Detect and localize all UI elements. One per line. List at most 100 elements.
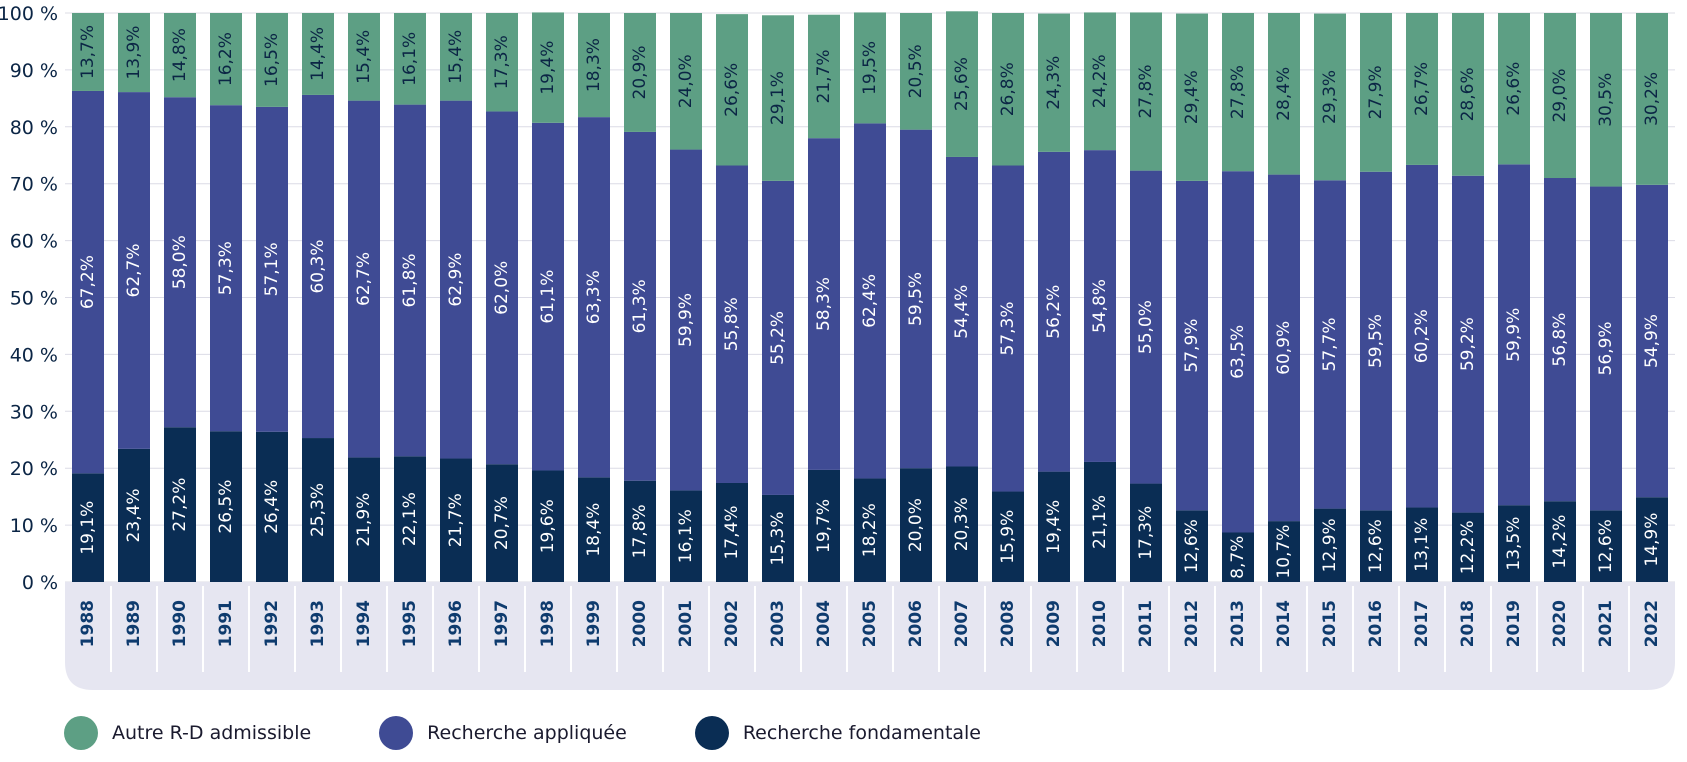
data-label: 56,9% <box>1596 321 1616 375</box>
bar-segment <box>1084 150 1116 462</box>
bar-segment <box>1544 501 1576 582</box>
data-label: 57,1% <box>262 242 282 296</box>
bar-segment <box>72 90 104 474</box>
bar-segment <box>164 97 196 428</box>
bar-segment <box>716 165 748 483</box>
x-axis-band <box>65 582 1675 690</box>
bar-segment <box>118 13 150 93</box>
stacked-bar-chart: 0 % 10 % 20 % 30 % 40 % 50 % 60 % 70 % 80 % 90 % 1… <box>0 3 1675 690</box>
bar-segment <box>440 13 472 101</box>
x-tick-label: 2018 <box>1458 600 1478 647</box>
bars <box>72 11 1668 582</box>
data-label: 17,3% <box>492 35 512 89</box>
data-label: 28,4% <box>1274 67 1294 121</box>
bar-segment <box>992 165 1024 492</box>
data-label: 12,6% <box>1182 519 1202 573</box>
bar-segment <box>624 131 656 481</box>
x-axis: 1988 1989 1990 1991 1992 1993 1994 1995 1996 1997… <box>78 600 1662 647</box>
data-label: 12,6% <box>1596 519 1616 573</box>
bar-segment <box>1452 512 1484 582</box>
data-label: 20,7% <box>492 496 512 550</box>
y-tick-label: 60 % <box>10 231 58 253</box>
x-tick-label: 2006 <box>906 600 926 647</box>
bar-segment <box>210 13 242 106</box>
data-label: 26,6% <box>722 63 742 117</box>
bar-segment <box>1268 13 1300 175</box>
data-label: 20,9% <box>630 45 650 99</box>
bar-segment <box>762 494 794 582</box>
data-label: 13,1% <box>1412 518 1432 572</box>
legend-item-appliquee: Recherche appliquée <box>379 716 627 750</box>
data-label: 19,1% <box>78 501 98 555</box>
data-label: 21,9% <box>354 493 374 547</box>
bar-segment <box>256 106 288 432</box>
bar-segment <box>394 13 426 105</box>
x-tick-label: 1995 <box>400 600 420 647</box>
data-label: 19,4% <box>538 41 558 95</box>
data-label: 18,3% <box>584 38 604 92</box>
data-label: 67,2% <box>78 255 98 309</box>
bar-segment <box>486 111 518 465</box>
legend: Autre R-D admissible Recherche appliquée… <box>64 716 1049 750</box>
data-label: 19,4% <box>1044 500 1064 554</box>
x-tick-label: 2001 <box>676 600 696 647</box>
bar-segment <box>762 15 794 181</box>
data-label: 58,0% <box>170 235 190 289</box>
data-label: 29,0% <box>1550 68 1570 122</box>
bar-segment <box>210 105 242 432</box>
bar-segment <box>210 431 242 582</box>
bar-segment <box>854 12 886 124</box>
bar-segment <box>1360 13 1392 172</box>
bar-segment <box>1038 471 1070 582</box>
data-label: 16,1% <box>676 509 696 563</box>
x-tick-label: 2013 <box>1228 600 1248 647</box>
data-label: 30,2% <box>1642 72 1662 126</box>
bar-segment <box>1544 178 1576 502</box>
legend-label-fondamentale: Recherche fondamentale <box>742 722 981 744</box>
legend-item-autre: Autre R-D admissible <box>64 716 311 750</box>
data-label: 14,9% <box>1642 513 1662 567</box>
bar-segment <box>808 469 840 582</box>
data-label: 12,2% <box>1458 520 1478 574</box>
data-label: 18,2% <box>860 503 880 557</box>
bar-segment <box>1038 151 1070 472</box>
bar-segment <box>1176 13 1208 181</box>
data-label: 14,2% <box>1550 515 1570 569</box>
x-tick-label: 2009 <box>1044 600 1064 647</box>
bar-segment <box>486 13 518 112</box>
y-axis: 0 % 10 % 20 % 30 % 40 % 50 % 60 % 70 % 80 % 90 % 1… <box>0 3 58 594</box>
bar-segment <box>1130 170 1162 484</box>
bar-segment <box>302 13 334 95</box>
bar-segment <box>1406 164 1438 508</box>
bar-segment <box>946 11 978 157</box>
data-label: 23,4% <box>124 488 144 542</box>
data-label: 61,1% <box>538 270 558 324</box>
bar-segment <box>578 13 610 118</box>
bar-segment <box>900 13 932 130</box>
bar-segment <box>256 13 288 107</box>
x-tick-label: 1996 <box>446 600 466 647</box>
data-label: 30,5% <box>1596 73 1616 127</box>
data-label: 60,3% <box>308 239 328 293</box>
bar-segment <box>348 13 380 101</box>
data-label: 59,5% <box>906 272 926 326</box>
data-label: 14,4% <box>308 27 328 81</box>
data-label: 60,9% <box>1274 321 1294 375</box>
bar-segment <box>486 464 518 582</box>
bar-segment <box>1130 12 1162 171</box>
data-label: 15,4% <box>354 30 374 84</box>
legend-label-autre: Autre R-D admissible <box>112 722 312 744</box>
bar-segment <box>1636 497 1668 582</box>
data-label: 59,9% <box>676 293 696 347</box>
bar-segment <box>1360 510 1392 582</box>
data-label: 13,7% <box>78 25 98 79</box>
bar-segment <box>1084 461 1116 582</box>
bar-segment <box>440 458 472 582</box>
legend-item-fondamentale: Recherche fondamentale <box>694 716 981 750</box>
bar-segment <box>716 482 748 582</box>
legend-swatch-autre <box>64 716 98 750</box>
legend-swatch-appliquee <box>379 716 414 750</box>
x-tick-label: 2017 <box>1412 600 1432 647</box>
bar-segment <box>578 117 610 478</box>
data-label: 15,9% <box>998 510 1018 564</box>
